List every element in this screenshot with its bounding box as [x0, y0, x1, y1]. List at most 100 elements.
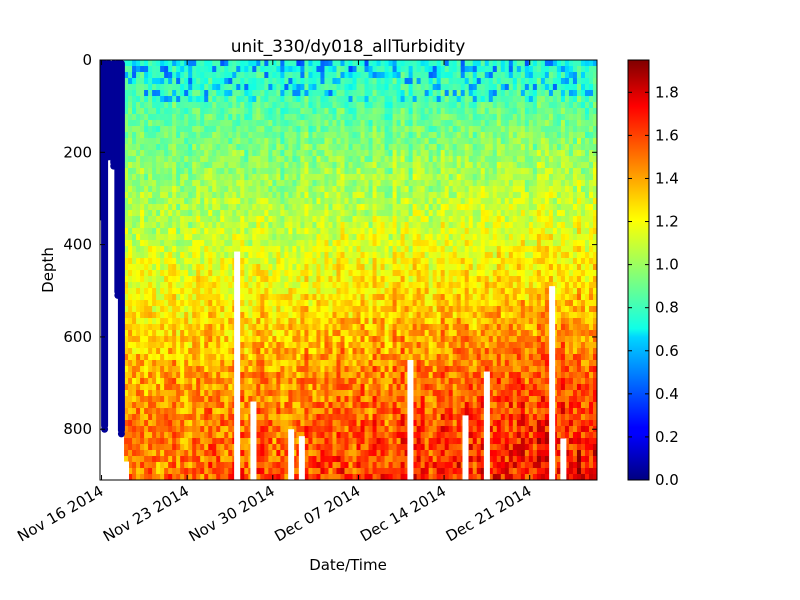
heatmap-cell [320, 294, 326, 301]
heatmap-cell [364, 84, 370, 91]
heatmap-cell [344, 318, 350, 325]
heatmap-cell [172, 240, 177, 247]
heatmap-cell [388, 174, 394, 181]
heatmap-cell [164, 456, 169, 463]
heatmap-cell [392, 228, 398, 235]
heatmap-cell [228, 426, 233, 433]
heatmap-cell [396, 336, 402, 343]
heatmap-cell [164, 138, 169, 145]
heatmap-cell [124, 72, 129, 79]
heatmap-cell [292, 72, 297, 79]
heatmap-cell [288, 324, 293, 331]
heatmap-cell [148, 216, 153, 223]
heatmap-cell [292, 60, 297, 67]
heatmap-cell [260, 96, 265, 103]
heatmap-cell [160, 138, 165, 145]
heatmap-cell [376, 450, 382, 457]
heatmap-cell [196, 114, 201, 121]
heatmap-cell [296, 138, 302, 145]
heatmap-cell [232, 132, 237, 139]
heatmap-cell [316, 144, 322, 151]
heatmap-cell [180, 462, 185, 469]
heatmap-cell [220, 192, 225, 199]
heatmap-cell [276, 246, 281, 253]
heatmap-cell [124, 324, 129, 331]
heatmap-cell [164, 306, 169, 313]
heatmap-cell [216, 474, 221, 480]
heatmap-cell [392, 330, 398, 337]
heatmap-cell [316, 360, 322, 367]
heatmap-cell [396, 78, 402, 85]
heatmap-cell [188, 78, 193, 85]
heatmap-cell [344, 240, 350, 247]
heatmap-cell [316, 474, 322, 480]
heatmap-cell [344, 384, 350, 391]
heatmap-cell [352, 246, 358, 253]
heatmap-cell [380, 264, 386, 271]
heatmap-cell [236, 240, 241, 247]
heatmap-cell [180, 186, 185, 193]
heatmap-cell [124, 150, 129, 157]
heatmap-cell [208, 78, 213, 85]
heatmap-cell [244, 258, 249, 265]
heatmap-cell [316, 354, 322, 361]
heatmap-cell [276, 174, 281, 181]
heatmap-cell [124, 450, 129, 457]
heatmap-cell [276, 456, 281, 463]
heatmap-cell [148, 336, 153, 343]
heatmap-cell [276, 78, 281, 85]
heatmap-cell [156, 84, 161, 91]
heatmap-cell [152, 60, 157, 67]
heatmap-cell [396, 312, 402, 319]
heatmap-cell [264, 324, 269, 331]
heatmap-cell [144, 282, 149, 289]
heatmap-cell [244, 84, 249, 91]
heatmap-cell [368, 384, 374, 391]
heatmap-cell [164, 342, 169, 349]
heatmap-cell [312, 156, 318, 163]
heatmap-cell [212, 198, 217, 205]
heatmap-cell [132, 210, 137, 217]
heatmap-cell [248, 240, 253, 247]
heatmap-cell [376, 384, 382, 391]
heatmap-cell [216, 144, 221, 151]
heatmap-cell [268, 186, 273, 193]
heatmap-cell [352, 96, 358, 103]
heatmap-cell [348, 84, 354, 91]
heatmap-cell [268, 378, 273, 385]
heatmap-cell [232, 204, 237, 211]
heatmap-cell [124, 186, 129, 193]
heatmap-cell [320, 360, 326, 367]
heatmap-cell [164, 438, 169, 445]
heatmap-cell [128, 162, 133, 169]
heatmap-cell [308, 78, 314, 85]
heatmap-cell [132, 318, 137, 325]
heatmap-cell [400, 162, 406, 169]
heatmap-cell [368, 426, 374, 433]
heatmap-cell [216, 114, 221, 121]
heatmap-cell [192, 390, 197, 397]
heatmap-cell [256, 150, 261, 157]
heatmap-cell [224, 126, 229, 133]
heatmap-cell [312, 354, 318, 361]
heatmap-cell [312, 192, 318, 199]
heatmap-cell [328, 72, 334, 79]
heatmap-cell [264, 246, 269, 253]
heatmap-cell [376, 186, 382, 193]
heatmap-cell [224, 294, 229, 301]
heatmap-cell [376, 462, 382, 469]
heatmap-cell [128, 180, 133, 187]
heatmap-cell [396, 180, 402, 187]
heatmap-cell [364, 144, 370, 151]
heatmap-cell [360, 372, 366, 379]
heatmap-cell [380, 138, 386, 145]
heatmap-cell [384, 396, 390, 403]
heatmap-cell [144, 450, 149, 457]
heatmap-cell [312, 432, 318, 439]
heatmap-cell [220, 306, 225, 313]
heatmap-cell [304, 174, 310, 181]
heatmap-cell [148, 378, 153, 385]
heatmap-cell [392, 402, 398, 409]
heatmap-cell [380, 228, 386, 235]
heatmap-cell [380, 270, 386, 277]
